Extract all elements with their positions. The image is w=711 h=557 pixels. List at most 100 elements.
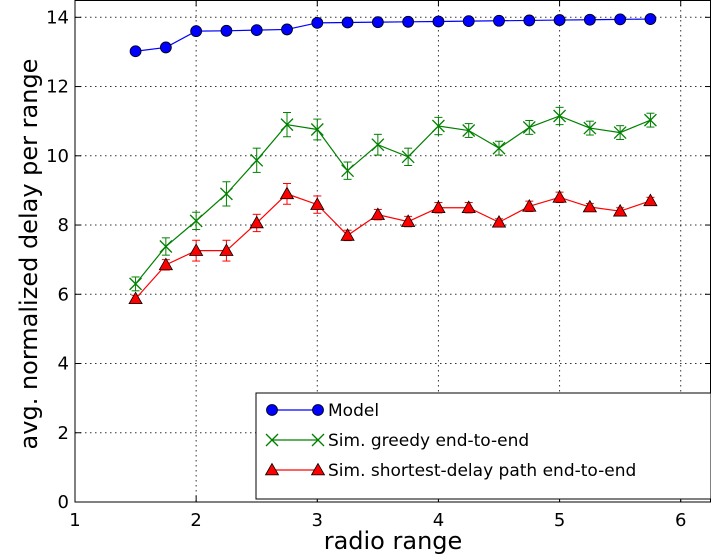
data-point <box>552 190 567 203</box>
x-tick-label: 5 <box>554 510 565 531</box>
x-marker-stroke <box>431 119 445 133</box>
data-point <box>280 118 294 132</box>
y-tick-label: 2 <box>58 423 69 444</box>
data-point <box>491 214 507 228</box>
data-point <box>643 193 658 207</box>
data-point <box>400 214 416 227</box>
data-point <box>189 214 203 228</box>
x-marker-stroke <box>371 138 385 152</box>
data-point <box>522 120 536 134</box>
data-point <box>523 14 536 27</box>
x-marker-stroke <box>613 126 627 140</box>
data-point <box>462 15 475 28</box>
y-tick-label: 8 <box>58 215 69 236</box>
x-tick-label: 3 <box>312 510 323 531</box>
x-axis-label: radio range <box>324 527 463 555</box>
x-marker-stroke <box>643 113 657 127</box>
data-point <box>613 126 627 140</box>
data-point <box>643 113 657 127</box>
data-point <box>159 41 172 54</box>
data-point <box>583 121 597 135</box>
data-point <box>341 16 354 29</box>
series-layer <box>128 13 658 305</box>
x-tick-label: 6 <box>675 510 686 531</box>
x-marker-stroke <box>219 187 233 201</box>
data-point <box>553 109 567 123</box>
x-marker-stroke <box>311 433 325 447</box>
series-1 <box>129 13 657 58</box>
x-marker-stroke <box>401 150 415 164</box>
x-marker-stroke <box>189 214 203 228</box>
data-point <box>401 150 415 164</box>
legend: Model Sim. greedy end-to-end Sim. shortest… <box>255 392 711 500</box>
x-marker-stroke <box>583 121 597 135</box>
data-point <box>129 277 143 291</box>
series-line <box>135 18 651 52</box>
data-point <box>522 199 537 212</box>
x-tick-label: 4 <box>433 510 444 531</box>
legend-marker <box>266 404 278 416</box>
data-point <box>311 16 324 29</box>
series-2 <box>129 106 657 292</box>
y-tick-label: 0 <box>58 492 69 513</box>
data-point <box>644 13 657 25</box>
data-point <box>582 199 598 213</box>
data-point <box>190 25 203 38</box>
legend-marker <box>264 462 280 476</box>
data-point <box>188 243 204 256</box>
legend-box <box>255 392 711 500</box>
legend-label: Sim. shortest-delay path end-to-end <box>328 461 636 481</box>
data-point <box>461 200 476 213</box>
legend-marker <box>311 433 325 447</box>
data-point <box>219 187 233 201</box>
data-point <box>553 14 566 26</box>
x-tick-label: 2 <box>190 510 201 531</box>
data-point <box>219 243 234 256</box>
data-point <box>614 13 627 26</box>
y-tick-label: 10 <box>46 146 69 167</box>
legend-entry-3: Sim. shortest-delay path end-to-end <box>264 461 636 481</box>
legend-marker <box>265 433 279 447</box>
data-point <box>431 119 445 133</box>
data-point <box>432 15 445 28</box>
legend-entry-1: Model <box>266 401 379 421</box>
data-point <box>612 203 628 217</box>
data-point <box>402 15 415 28</box>
x-tick-label: 1 <box>69 510 80 531</box>
x-marker-stroke <box>492 141 506 155</box>
data-point <box>310 197 325 210</box>
data-point <box>281 23 293 36</box>
series-3 <box>128 182 658 305</box>
y-tick-label: 4 <box>58 354 69 375</box>
data-point <box>371 138 385 152</box>
x-marker-stroke <box>159 240 173 253</box>
data-point <box>159 240 173 253</box>
legend-entry-2: Sim. greedy end-to-end <box>265 431 529 451</box>
y-axis-label: avg. normalized delay per range <box>15 59 43 450</box>
data-point <box>431 200 446 213</box>
series-line <box>135 115 651 285</box>
data-point <box>583 13 596 26</box>
series-line <box>135 193 651 300</box>
x-marker-stroke <box>341 164 355 178</box>
data-point <box>493 14 505 27</box>
x-marker-stroke <box>250 153 264 167</box>
data-point <box>249 215 264 229</box>
data-point <box>371 16 384 29</box>
data-point <box>250 24 263 37</box>
legend-label: Sim. greedy end-to-end <box>328 431 529 451</box>
data-point <box>462 124 476 137</box>
data-point <box>492 141 506 155</box>
data-point <box>341 164 355 178</box>
x-marker-stroke <box>553 109 567 123</box>
x-marker-stroke <box>310 123 324 136</box>
x-marker-stroke <box>129 277 143 291</box>
data-point <box>220 24 233 37</box>
data-point <box>310 123 324 136</box>
data-point <box>158 257 174 271</box>
data-point <box>129 45 142 58</box>
x-marker-stroke <box>522 120 536 134</box>
legend-marker <box>312 404 324 416</box>
y-tick-label: 6 <box>58 284 69 305</box>
